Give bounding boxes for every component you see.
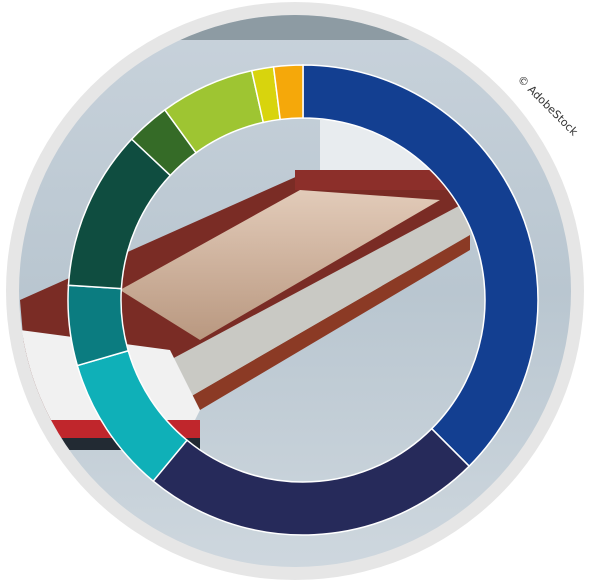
donut-segment [302,64,539,468]
donut-segment [67,284,130,367]
donut [67,64,539,536]
donut-segment [272,64,304,121]
